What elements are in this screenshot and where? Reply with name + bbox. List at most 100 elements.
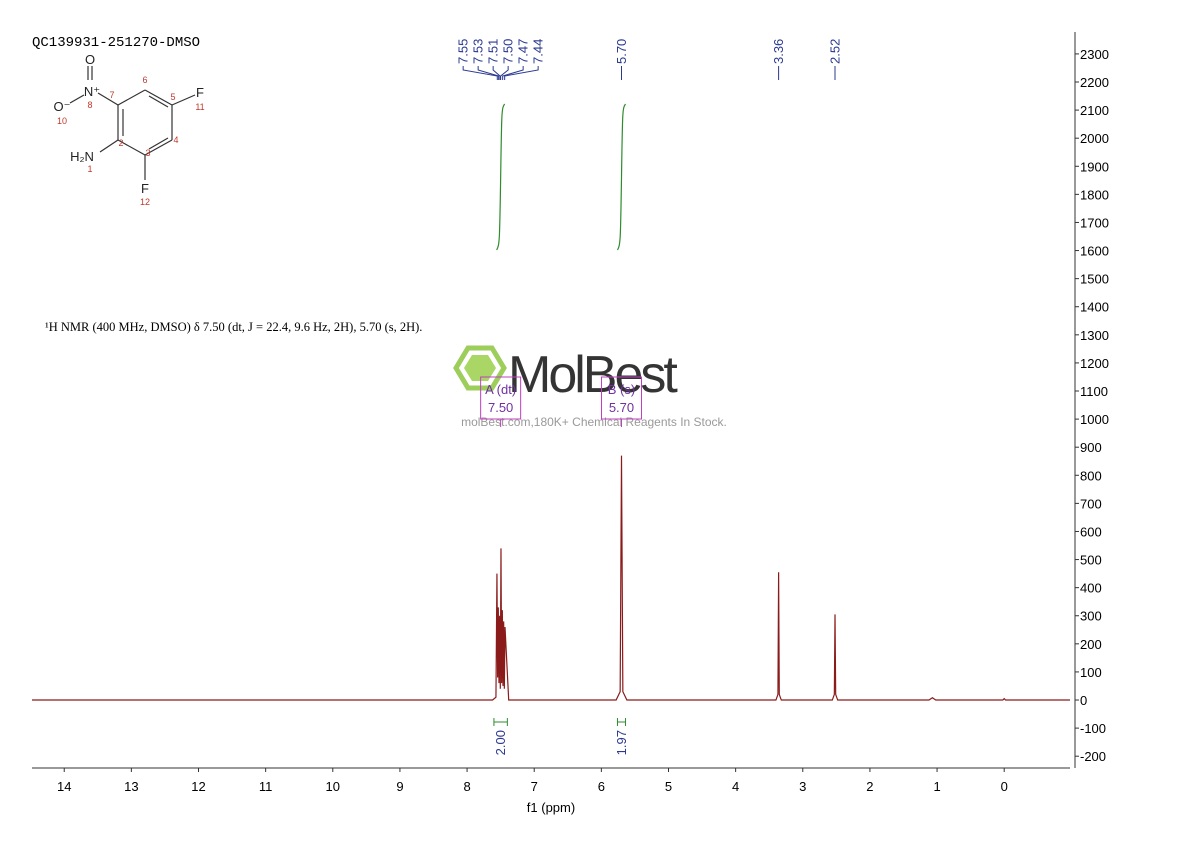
watermark: MolBest molBest.com,180K+ Chemical Reage… [453, 345, 727, 429]
multiplet-name: A (dt) [485, 382, 516, 397]
bond [171, 94, 196, 106]
atom-number: 7 [109, 90, 114, 100]
atom-number: 5 [170, 92, 175, 102]
bond [117, 89, 146, 106]
bond [99, 139, 119, 153]
peak-label: 7.55 [456, 39, 471, 64]
peak-label: 7.53 [471, 39, 486, 64]
peak-label: 3.36 [771, 39, 786, 64]
y-tick-label: 2000 [1080, 131, 1109, 146]
atom-label: O⁻ [54, 99, 71, 114]
y-tick-label: 700 [1080, 496, 1102, 511]
integral-curve [616, 103, 626, 251]
x-tick-label: 4 [732, 779, 739, 794]
watermark-text: molBest.com,180K+ Chemical Reagents In S… [461, 415, 727, 429]
peak-label: 7.47 [516, 39, 531, 64]
y-tick-label: 1700 [1080, 215, 1109, 230]
y-tick-label: 1200 [1080, 356, 1109, 371]
x-tick-label: 14 [57, 779, 71, 794]
atom-number: 8 [87, 100, 92, 110]
y-tick-label: 1500 [1080, 272, 1109, 287]
bond [148, 137, 169, 150]
atom-number: 2 [118, 138, 123, 148]
x-tick-label: 11 [259, 779, 273, 794]
y-tick-label: 600 [1080, 524, 1102, 539]
atom-label: N⁺ [84, 84, 100, 99]
bond [97, 92, 119, 106]
atom-number: 4 [173, 135, 178, 145]
peak-connector [477, 66, 500, 80]
x-tick-label: 7 [531, 779, 538, 794]
logo [453, 345, 507, 391]
bond [117, 139, 146, 156]
x-tick-label: 8 [463, 779, 470, 794]
x-tick-label: 6 [598, 779, 605, 794]
multiplet-name: B (s) [608, 382, 635, 397]
atom-number: 6 [142, 75, 147, 85]
x-tick-label: 1 [933, 779, 940, 794]
y-tick-label: 100 [1080, 665, 1102, 680]
y-tick-label: -100 [1080, 721, 1106, 736]
integral-label: 1.97 [614, 730, 629, 755]
integral-curve [496, 103, 506, 251]
x-tick-label: 5 [665, 779, 672, 794]
atom-label: F [196, 85, 204, 100]
y-tick-label: -200 [1080, 749, 1106, 764]
peak-connector [502, 66, 524, 80]
x-tick-label: 0 [1001, 779, 1008, 794]
annotation: ¹H NMR (400 MHz, DMSO) δ 7.50 (dt, J = 2… [45, 320, 422, 334]
peak-label: 7.44 [531, 39, 546, 64]
bond [148, 95, 169, 108]
y-tick-label: 2300 [1080, 47, 1109, 62]
peak-connector [500, 66, 509, 80]
peak-label: 7.50 [501, 39, 516, 64]
atom-number: 3 [145, 148, 150, 158]
y-tick-label: 1000 [1080, 412, 1109, 427]
y-tick-label: 900 [1080, 440, 1102, 455]
y-tick-label: 300 [1080, 609, 1102, 624]
peak-label: 5.70 [614, 39, 629, 64]
y-tick-label: 200 [1080, 637, 1102, 652]
y-tick-label: 500 [1080, 553, 1102, 568]
peak-connector [492, 66, 501, 80]
y-tick-label: 0 [1080, 693, 1087, 708]
y-tick-label: 400 [1080, 581, 1102, 596]
x-tick-label: 10 [326, 779, 340, 794]
atom-number: 12 [140, 197, 150, 207]
chart-title: QC139931-251270-DMSO [32, 35, 200, 51]
bond [144, 89, 173, 106]
y-tick-label: 1900 [1080, 159, 1109, 174]
peak-label: 2.52 [828, 39, 843, 64]
y-tick-label: 800 [1080, 468, 1102, 483]
peak-label: 7.51 [486, 39, 501, 64]
y-tick-label: 2200 [1080, 75, 1109, 90]
atom-number: 11 [195, 102, 204, 112]
x-tick-label: 13 [124, 779, 138, 794]
y-tick-label: 1300 [1080, 328, 1109, 343]
multiplet-shift: 7.50 [488, 400, 513, 415]
x-tick-label: 3 [799, 779, 806, 794]
x-axis-label: f1 (ppm) [527, 800, 575, 815]
y-tick-label: 1800 [1080, 187, 1109, 202]
x-tick-label: 12 [191, 779, 205, 794]
integral-label: 2.00 [493, 730, 508, 755]
atom-label: H₂N [70, 149, 94, 164]
logo [464, 355, 496, 381]
spectrum-line [32, 455, 1070, 701]
y-tick-label: 1600 [1080, 244, 1109, 259]
y-tick-label: 2100 [1080, 103, 1109, 118]
atom-label: O [85, 52, 95, 67]
peak-connector [462, 66, 498, 80]
bond [69, 94, 85, 104]
atom-number: 10 [57, 116, 67, 126]
x-tick-label: 9 [396, 779, 403, 794]
atom-number: 1 [87, 164, 92, 174]
multiplet-shift: 5.70 [609, 400, 634, 415]
brand: MolBest [508, 346, 678, 404]
y-tick-label: 1100 [1080, 384, 1108, 399]
x-tick-label: 2 [866, 779, 873, 794]
bond [144, 139, 173, 156]
